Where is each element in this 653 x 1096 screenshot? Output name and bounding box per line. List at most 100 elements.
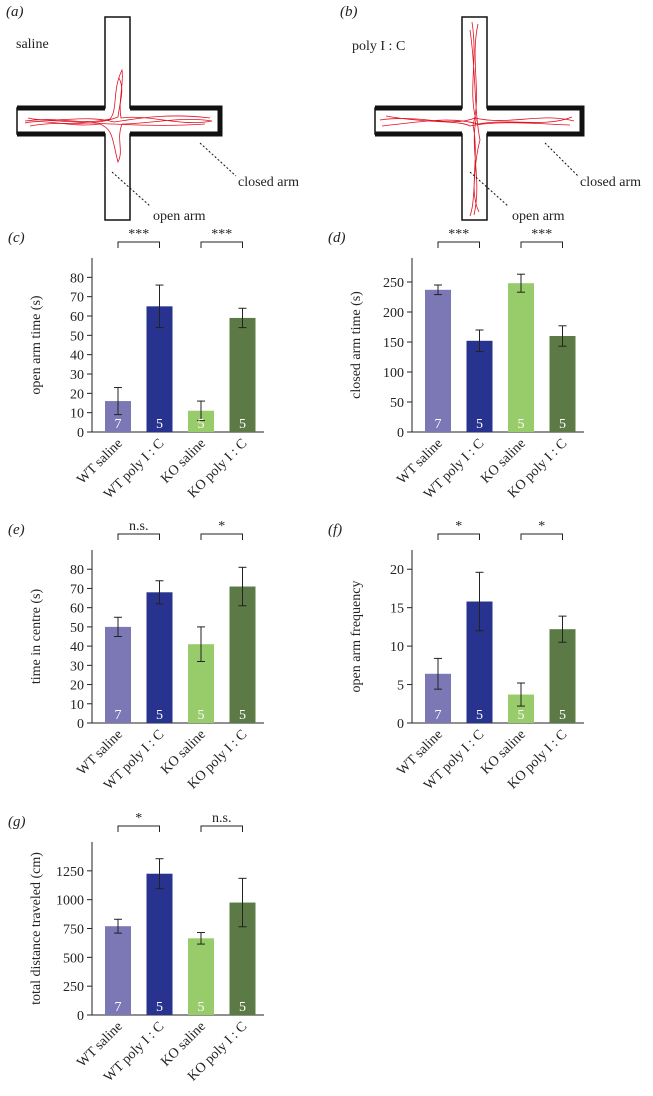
error-bar (114, 616, 122, 637)
error-bar (197, 932, 205, 945)
n-label: 7 (435, 417, 442, 432)
y-tick-label: 1250 (56, 865, 84, 880)
error-bar (238, 566, 247, 607)
panel-label: (a) (6, 4, 24, 20)
error-bar (517, 682, 525, 707)
error-bar (155, 284, 164, 329)
significance-bracket (117, 825, 160, 832)
y-tick-label: 60 (70, 310, 84, 325)
n-label: 5 (476, 708, 483, 723)
bar (188, 410, 214, 432)
y-tick-label: 40 (70, 640, 84, 655)
error-bar (475, 329, 484, 353)
significance-label: * (218, 519, 225, 534)
significance-bracket (117, 533, 160, 540)
y-tick-label: 10 (390, 640, 404, 655)
error-bar (155, 580, 164, 605)
y-tick-label: 500 (63, 951, 84, 966)
y-tick-label: 50 (70, 329, 84, 344)
error-bar (475, 571, 484, 632)
significance-label: * (455, 519, 462, 534)
y-tick-label: 10 (70, 698, 84, 713)
bar (105, 626, 131, 723)
significance-bracket (520, 533, 563, 540)
closed-arm-label: closed arm (238, 175, 299, 190)
n-label: 5 (198, 708, 205, 723)
error-bar (197, 626, 205, 662)
y-tick-label: 5 (397, 679, 404, 694)
condition: poly I : C (352, 39, 405, 54)
y-tick-label: 750 (63, 923, 84, 938)
y-tick-label: 1000 (56, 894, 84, 909)
bar (466, 340, 493, 432)
error-bar (114, 387, 122, 416)
condition: saline (16, 37, 49, 52)
significance-bracket (437, 533, 480, 540)
error-bar (238, 307, 247, 329)
bar (508, 283, 534, 432)
y-tick-label: 30 (70, 659, 84, 674)
bar (146, 873, 173, 1015)
error-bar (517, 273, 525, 293)
error-bar (558, 615, 567, 643)
y-tick-label: 200 (383, 306, 404, 321)
significance-bracket (200, 241, 243, 248)
n-label: 7 (115, 708, 122, 723)
bar (549, 336, 576, 432)
panel-label: (c) (8, 230, 25, 246)
y-tick-label: 10 (70, 407, 84, 422)
n-label: 7 (435, 708, 442, 723)
bar (549, 629, 576, 723)
n-label: 5 (518, 708, 525, 723)
significance-bracket (117, 241, 160, 248)
y-axis-label: open arm time (s) (29, 295, 44, 394)
error-bar (434, 657, 442, 690)
n-label: 5 (156, 1000, 163, 1015)
maze (16, 16, 237, 221)
n-label: 5 (239, 1000, 246, 1015)
y-tick-label: 250 (63, 980, 84, 995)
y-tick-label: 0 (397, 717, 404, 732)
open-arm-label: open arm (153, 209, 206, 224)
y-tick-label: 70 (70, 291, 84, 306)
error-bar (197, 400, 205, 421)
n-label: 5 (198, 417, 205, 432)
significance-label: *** (448, 227, 469, 242)
y-tick-label: 15 (390, 602, 404, 617)
y-tick-label: 80 (70, 563, 84, 578)
n-label: 5 (239, 708, 246, 723)
y-tick-label: 0 (397, 426, 404, 441)
error-bar (114, 918, 122, 934)
significance-label: *** (128, 227, 149, 242)
bar (105, 926, 131, 1015)
error-bar (434, 284, 442, 296)
significance-label: * (135, 811, 142, 826)
panel-label: (d) (328, 230, 346, 246)
n-label: 5 (156, 708, 163, 723)
significance-label: n.s. (212, 811, 231, 826)
open-arm-label: open arm (512, 209, 565, 224)
bar (146, 592, 173, 723)
n-label: 5 (198, 1000, 205, 1015)
maze (374, 16, 585, 221)
n-label: 5 (239, 417, 246, 432)
significance-bracket (520, 241, 563, 248)
y-tick-label: 60 (70, 602, 84, 617)
y-tick-label: 250 (383, 276, 404, 291)
error-bar (155, 858, 164, 890)
panel-label: (g) (8, 814, 26, 830)
significance-bracket (200, 825, 243, 832)
y-tick-label: 100 (383, 366, 404, 381)
y-axis-label: open arm frequency (349, 581, 364, 693)
panel-label: (f) (328, 522, 342, 538)
y-tick-label: 50 (390, 396, 404, 411)
y-tick-label: 30 (70, 368, 84, 383)
bar (188, 938, 214, 1015)
y-tick-label: 20 (390, 563, 404, 578)
n-label: 7 (115, 1000, 122, 1015)
panel-label: (e) (8, 522, 25, 538)
y-axis-label: closed arm time (s) (349, 291, 364, 399)
significance-label: *** (211, 227, 232, 242)
y-tick-label: 80 (70, 271, 84, 286)
